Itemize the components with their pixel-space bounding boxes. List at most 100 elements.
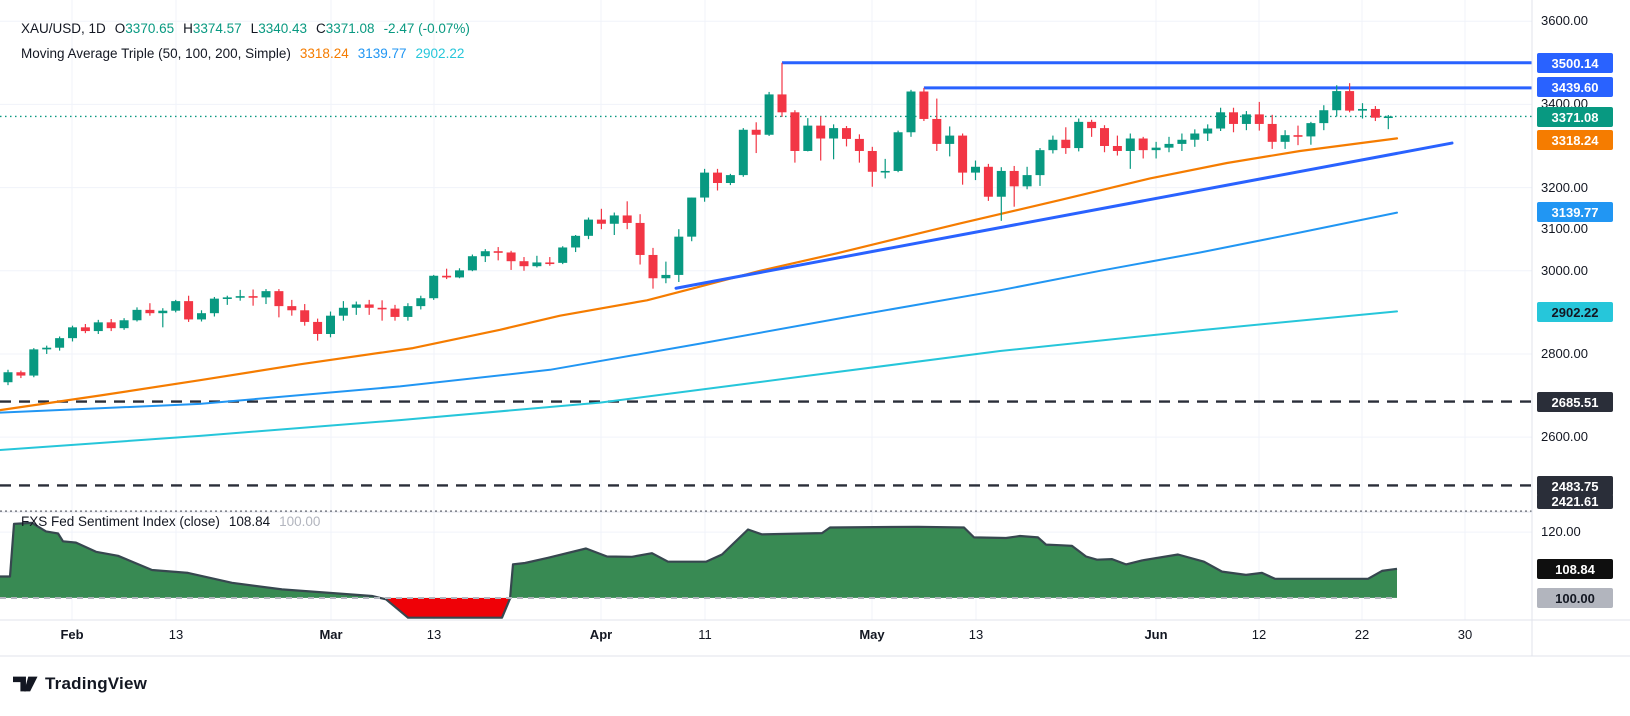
- candle-up: [906, 91, 916, 133]
- candle-down: [777, 94, 787, 113]
- candle-up: [55, 338, 65, 348]
- ma50-value: 3318.24: [299, 46, 349, 61]
- candle-down: [816, 125, 826, 139]
- candle-up: [1022, 175, 1032, 187]
- candle-down: [622, 215, 632, 223]
- price-label-badge: 2483.75: [1537, 476, 1613, 496]
- price-label-badge: 3500.14: [1537, 53, 1613, 73]
- price-label-badge: 108.84: [1537, 559, 1613, 579]
- price-label-badge: 3318.24: [1537, 130, 1613, 150]
- candle-up: [738, 129, 748, 176]
- candle-down: [506, 252, 516, 262]
- change-value: -2.47 (-0.07%): [383, 21, 470, 36]
- time-axis-tick: 12: [1251, 627, 1267, 642]
- candle-up: [829, 128, 839, 139]
- candle-down: [145, 309, 155, 314]
- sentiment-baseline-value: 100.00: [279, 514, 321, 529]
- time-axis-tick: 30: [1457, 627, 1473, 642]
- candle-up: [1048, 139, 1058, 151]
- candle-down: [248, 296, 258, 298]
- candle-down: [713, 172, 722, 184]
- symbol-title: XAU/USD, 1D: [21, 21, 106, 36]
- price-axis-tick: 2800.00: [1541, 346, 1588, 361]
- candle-down: [1061, 139, 1071, 149]
- price-label-badge: 3139.77: [1537, 202, 1613, 222]
- candle-up: [609, 215, 619, 224]
- candle-down: [16, 372, 26, 376]
- price-axis-tick: 120.00: [1541, 524, 1581, 539]
- symbol-legend[interactable]: XAU/USD, 1D O 3370.65 H 3374.57 L 3340.43 C…: [21, 21, 470, 36]
- candle-down: [919, 91, 929, 119]
- time-axis-tick: 22: [1354, 627, 1370, 642]
- candle-down: [1345, 91, 1355, 111]
- candle-up: [1177, 139, 1187, 144]
- ma-indicator-label: Moving Average Triple (50, 100, 200, Sim…: [21, 46, 291, 61]
- candle-up: [403, 306, 413, 317]
- candle-up: [29, 349, 39, 376]
- price-label-badge: 2685.51: [1537, 392, 1613, 412]
- candle-up: [996, 170, 1006, 197]
- candle-up: [1035, 150, 1045, 176]
- sma100-line[interactable]: [0, 211, 1398, 414]
- candle-up: [261, 291, 271, 298]
- candle-up: [93, 322, 103, 332]
- trendline-drawing[interactable]: [674, 141, 1454, 290]
- candle-down: [80, 327, 90, 332]
- candle-down: [1229, 112, 1238, 124]
- candle-up: [429, 275, 439, 299]
- candle-down: [184, 301, 194, 320]
- candle-up: [1306, 123, 1316, 137]
- candlesticks: [3, 62, 1393, 386]
- candle-down: [390, 308, 400, 317]
- candle-up: [1190, 133, 1200, 140]
- candle-up: [171, 301, 181, 311]
- candle-up: [1216, 112, 1226, 129]
- candle-up: [1383, 116, 1393, 119]
- candle-up: [1074, 121, 1084, 149]
- candle-down: [274, 291, 284, 307]
- sma200-line[interactable]: [0, 310, 1398, 451]
- sentiment-indicator-legend[interactable]: FXS Fed Sentiment Index (close) 108.84 1…: [21, 514, 320, 529]
- price-axis-tick: 3600.00: [1541, 13, 1588, 28]
- candle-up: [158, 310, 168, 314]
- candle-up: [584, 219, 593, 236]
- sentiment-area-positive: [0, 522, 1397, 598]
- candle-down: [635, 222, 645, 255]
- price-label-badge: 3371.08: [1537, 107, 1613, 127]
- candle-down: [1138, 138, 1148, 151]
- candle-down: [1293, 135, 1303, 137]
- candle-down: [442, 275, 452, 278]
- candle-down: [519, 261, 529, 267]
- price-axis[interactable]: 3600.00 3400.00 3200.00 3100.00 3000.00 2800.…: [1532, 0, 1630, 656]
- main-pane[interactable]: [0, 61, 1532, 512]
- candle-down: [1009, 170, 1019, 187]
- ma200-value: 2902.22: [415, 46, 465, 61]
- time-axis-tick: Jun: [1144, 627, 1168, 642]
- ma-indicator-legend[interactable]: Moving Average Triple (50, 100, 200, Sim…: [21, 46, 464, 61]
- candle-up: [480, 251, 490, 257]
- candle-up: [803, 125, 813, 151]
- candle-up: [1319, 110, 1329, 124]
- time-axis-tick: 13: [168, 627, 184, 642]
- candle-up: [326, 315, 335, 334]
- candle-down: [313, 321, 323, 334]
- candle-up: [68, 327, 77, 339]
- ohlc-close: C 3371.08: [316, 21, 375, 36]
- candle-up: [725, 175, 735, 184]
- sentiment-area-negative: [380, 597, 511, 618]
- candle-down: [364, 304, 374, 308]
- candle-up: [1125, 138, 1135, 151]
- candle-down: [287, 306, 297, 311]
- candle-up: [880, 170, 890, 173]
- candle-down: [493, 251, 503, 253]
- candle-down: [648, 254, 658, 279]
- candle-up: [558, 247, 568, 263]
- ohlc-high: H 3374.57: [183, 21, 242, 36]
- candle-down: [545, 262, 555, 265]
- tradingview-logo[interactable]: TradingView: [13, 674, 147, 694]
- price-label-badge: 2421.61: [1537, 494, 1613, 509]
- sma50-line[interactable]: [0, 137, 1399, 412]
- candle-up: [119, 320, 129, 329]
- time-axis[interactable]: Feb 13 Mar 13 Apr 11 May 13 Jun 12 22 30: [0, 620, 1532, 656]
